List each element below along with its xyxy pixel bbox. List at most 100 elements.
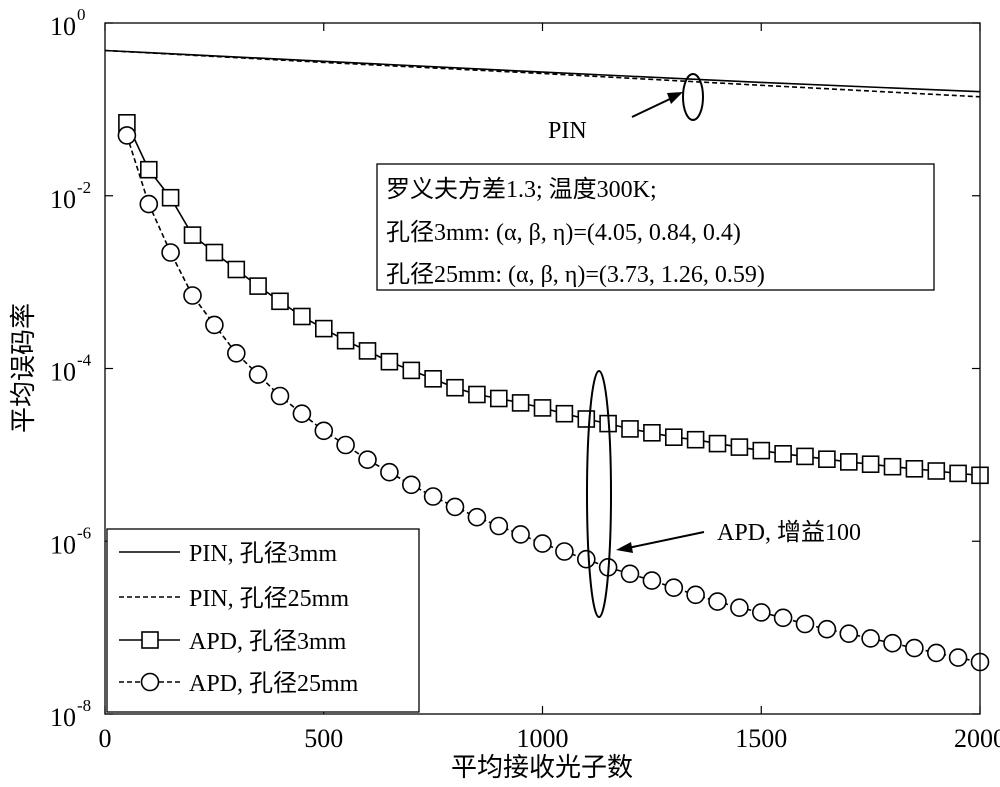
series-2-point-17 <box>489 389 508 408</box>
series-2-point-3 <box>183 226 202 244</box>
y-tick-exponent-4: 0 <box>77 5 86 24</box>
series-3-point-25 <box>664 578 684 598</box>
series-3-point-34 <box>861 629 880 648</box>
series-3-point-8 <box>292 404 312 424</box>
series-3-point-2 <box>161 243 180 262</box>
series-3-point-27 <box>708 592 727 611</box>
series-2-point-2 <box>161 188 180 207</box>
series-layer <box>104 49 990 672</box>
series-3-point-13 <box>401 475 421 495</box>
y-axis-label: 平均误码率 <box>9 303 38 433</box>
x-tick-label-0: 0 <box>99 724 112 753</box>
x-tick-label-2: 1000 <box>517 724 569 753</box>
series-2-point-6 <box>249 277 267 295</box>
series-2-point-34 <box>861 455 880 474</box>
series-2-point-28 <box>730 438 749 456</box>
legend-marker-circle <box>140 672 160 692</box>
legend-label-pin-25mm: PIN, 孔径25mm <box>189 585 349 612</box>
series-2-point-1 <box>140 160 158 179</box>
apd-annotation-label: APD, 增益100 <box>717 519 861 546</box>
series-3-point-35 <box>883 633 902 653</box>
series-2-point-33 <box>839 453 858 471</box>
series-2-point-27 <box>708 434 727 453</box>
series-3-point-26 <box>686 585 705 605</box>
y-tick-label-0: 10 <box>50 703 76 732</box>
series-2-point-20 <box>555 404 574 423</box>
legend-label-pin-3mm: PIN, 孔径3mm <box>189 540 337 567</box>
series-line-2 <box>126 122 981 477</box>
series-3-point-37 <box>926 643 946 663</box>
series-3-point-30 <box>773 608 793 628</box>
series-2-point-29 <box>752 441 771 460</box>
series-2-point-14 <box>424 369 442 388</box>
series-3-point-29 <box>751 603 771 622</box>
series-2-point-4 <box>205 243 224 262</box>
y-tick-label-3: 10 <box>50 185 76 214</box>
series-2-point-9 <box>314 319 333 338</box>
apd-arrow-head <box>616 542 633 553</box>
series-3-point-36 <box>905 638 924 658</box>
series-3-point-7 <box>270 386 290 406</box>
series-2-point-15 <box>446 378 464 397</box>
series-2-point-16 <box>468 385 486 404</box>
series-3-point-28 <box>730 598 749 618</box>
series-2-point-37 <box>927 462 946 480</box>
series-3-point-14 <box>423 487 443 506</box>
series-2-point-24 <box>643 423 661 442</box>
info-box-line-1: 罗义夫方差1.3; 温度300K; <box>386 176 657 203</box>
y-tick-label-1: 10 <box>50 530 76 559</box>
info-box <box>376 163 935 291</box>
series-3-point-18 <box>511 525 530 544</box>
apd-group-ellipse <box>586 370 612 618</box>
info-box-line-2: 孔径3mm: (α, β, η)=(4.05, 0.84, 0.4) <box>386 219 741 246</box>
apd-arrow-line <box>627 531 705 549</box>
series-2-point-23 <box>621 420 639 438</box>
series-2-point-10 <box>336 331 355 350</box>
pin-annotation-label: PIN <box>548 118 587 144</box>
series-2-point-18 <box>511 394 530 412</box>
info-box-line-3: 孔径25mm: (α, β, η)=(3.73, 1.26, 0.59) <box>386 261 765 288</box>
series-2-point-11 <box>358 342 377 360</box>
series-3-point-9 <box>314 421 334 441</box>
x-tick-label-4: 2000 <box>954 724 1000 753</box>
series-3-point-10 <box>336 435 355 455</box>
series-3-point-0 <box>117 126 137 145</box>
series-3-point-12 <box>380 462 399 482</box>
series-3-point-20 <box>555 542 574 561</box>
series-2-point-26 <box>686 430 705 449</box>
series-2-point-25 <box>664 428 683 447</box>
series-2-point-30 <box>774 444 792 463</box>
series-line-3 <box>126 135 981 663</box>
series-2-point-12 <box>380 352 399 371</box>
series-3-point-11 <box>358 450 377 470</box>
y-tick-label-4: 10 <box>50 12 76 41</box>
series-3-point-5 <box>227 343 246 363</box>
series-2-point-38 <box>949 464 967 483</box>
legend-marker-square <box>141 631 159 649</box>
x-tick-label-3: 1500 <box>735 724 787 753</box>
series-3-point-19 <box>533 534 552 553</box>
series-2-point-5 <box>227 260 246 279</box>
series-2-point-7 <box>271 292 289 311</box>
series-3-point-21 <box>576 549 596 569</box>
legend-label-apd-25mm: APD, 孔径25mm <box>189 670 359 697</box>
y-tick-exponent-0: -8 <box>77 696 91 715</box>
axes-frame <box>104 22 981 715</box>
series-3-point-16 <box>467 507 487 527</box>
pin-arrow-head <box>667 92 683 104</box>
x-tick-label-1: 500 <box>304 724 343 753</box>
series-2-point-35 <box>883 457 902 476</box>
series-2-point-8 <box>293 307 311 326</box>
series-2-point-31 <box>796 447 814 466</box>
series-2-point-13 <box>402 361 421 380</box>
y-tick-exponent-1: -6 <box>77 523 91 542</box>
series-3-point-15 <box>445 497 465 517</box>
series-2-point-19 <box>533 399 552 417</box>
series-3-point-1 <box>139 194 159 214</box>
series-3-point-4 <box>205 315 224 335</box>
y-tick-exponent-3: -2 <box>77 178 91 197</box>
series-2-point-21 <box>577 410 596 428</box>
series-3-point-23 <box>620 564 640 584</box>
